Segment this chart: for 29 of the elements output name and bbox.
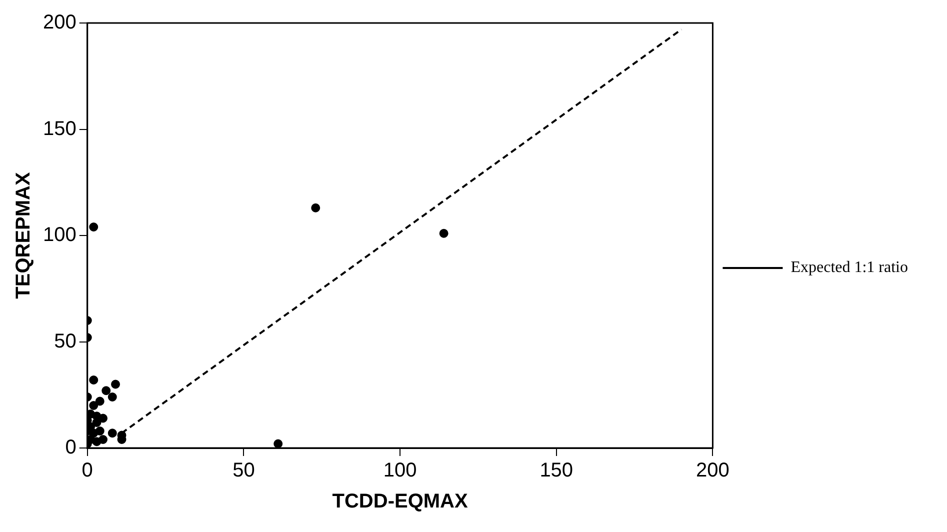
x-axis-title: TCDD-EQMAX xyxy=(332,490,468,513)
x-tick-label: 100 xyxy=(383,460,417,482)
x-tick-label: 200 xyxy=(696,460,730,482)
point xyxy=(87,410,95,418)
point xyxy=(89,222,98,232)
point xyxy=(98,414,108,423)
y-tick-label: 100 xyxy=(42,224,76,246)
point xyxy=(98,435,108,444)
point xyxy=(311,203,320,212)
x-tick-label: 150 xyxy=(540,460,574,482)
point xyxy=(102,386,111,396)
point xyxy=(95,396,104,406)
y-tick-label: 0 xyxy=(65,436,76,459)
point xyxy=(111,380,120,389)
point xyxy=(274,439,283,448)
point xyxy=(89,401,98,410)
point xyxy=(108,392,117,402)
legend-label: Expected 1:1 ratio xyxy=(790,259,908,276)
point xyxy=(92,418,102,427)
x-tick-label: 0 xyxy=(82,460,93,482)
x-tick-label: 50 xyxy=(232,460,255,482)
point xyxy=(108,428,117,438)
point xyxy=(95,426,104,436)
point xyxy=(89,376,98,384)
y-tick-label: 200 xyxy=(42,12,76,34)
y-tick-label: 50 xyxy=(54,330,76,352)
point xyxy=(439,228,448,238)
y-axis-title: TEQREPMAX xyxy=(12,172,35,299)
y-tick-label: 150 xyxy=(42,118,76,140)
